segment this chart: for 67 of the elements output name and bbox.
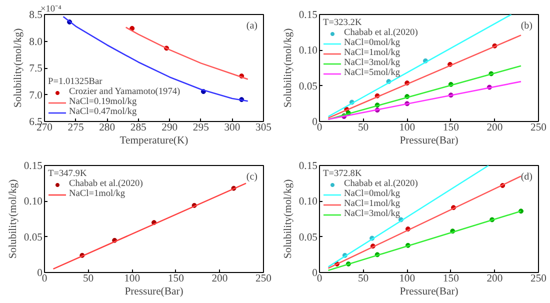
- x-tick-label: 100: [124, 274, 140, 284]
- x-tick-label: 250: [256, 274, 272, 284]
- x-tick-label: 250: [530, 122, 546, 134]
- x-tick-label: 50: [82, 274, 94, 284]
- x-tick-label: 100: [399, 122, 416, 134]
- x-tick-label: 295: [192, 122, 209, 134]
- legend-title: P=1.01325Bar: [48, 77, 104, 87]
- legend-label: Chabab et al.(2020): [344, 179, 418, 189]
- y-tick-label: 0.10: [24, 196, 43, 208]
- x-axis-title: Temperature(K): [120, 136, 189, 146]
- y-tick-label: 0.15: [298, 161, 318, 172]
- legend-title: T=347.9K: [48, 169, 88, 179]
- x-tick-label: 300: [224, 122, 240, 134]
- legend-label: NaCl=0mol/kg: [344, 38, 400, 48]
- legend-label: NaCl=0mol/kg: [344, 189, 400, 199]
- y-tick-label: 0.15: [298, 10, 318, 21]
- legend-label: NaCl=3mol/kg: [344, 209, 400, 219]
- x-axis-title: Pressure(Bar): [124, 286, 184, 298]
- x-tick-label: 280: [99, 122, 116, 134]
- y-axis-title: Solubility(mol/kg): [8, 178, 19, 259]
- annotation: (d): [520, 172, 533, 182]
- x-tick-label: 200: [486, 274, 503, 284]
- x-tick-label: 250: [530, 274, 546, 284]
- x-tick-label: 200: [486, 122, 503, 134]
- annotation: (c): [246, 172, 258, 182]
- legend-label: NaCl=5mol/kg: [344, 68, 400, 78]
- legend-label: Chabab et al.(2020): [69, 179, 143, 189]
- legend-label: NaCl=0.19mol/kg: [69, 97, 137, 107]
- legend-label: Crozier and Yamamoto(1974): [69, 87, 180, 97]
- x-tick-label: 270: [36, 122, 52, 134]
- y-tick-label: 7.5: [29, 64, 43, 74]
- x-axis-title: Pressure(Bar): [400, 286, 459, 298]
- annotation: (b): [520, 20, 533, 32]
- y-tick-label: 0.05: [298, 81, 318, 92]
- y-tick-label: 7.0: [29, 90, 43, 102]
- legend-label: NaCl=0.47mol/kg: [69, 107, 137, 117]
- legend-label: NaCl=1mol/kg: [344, 199, 400, 209]
- legend-label: NaCl=1mol/kg: [344, 48, 400, 58]
- y-axis-title: Solubility(mol/kg): [282, 28, 294, 108]
- y-tick-label: 8.0: [29, 36, 43, 48]
- y-tick-label: 0.05: [298, 232, 318, 244]
- x-tick-label: 50: [358, 274, 369, 284]
- x-tick-label: 150: [442, 122, 459, 134]
- legend-label: NaCl=3mol/kg: [344, 58, 400, 68]
- text: ×10⁻⁴: [40, 4, 62, 14]
- annotation: (a): [246, 20, 258, 32]
- x-tick-label: 100: [399, 274, 416, 284]
- legend-label: NaCl=1mol/kg: [69, 189, 126, 199]
- y-tick-label: 0.10: [298, 196, 318, 208]
- x-tick-label: 305: [256, 122, 272, 134]
- y-tick-label: 0.05: [24, 232, 43, 244]
- y-tick-label: 0.10: [298, 46, 318, 57]
- x-tick-label: 50: [358, 122, 369, 134]
- y-tick-label: 0.15: [24, 161, 43, 172]
- y-axis-title: Solubility(mol/kg): [282, 178, 294, 259]
- y-tick-label: 8.5: [29, 10, 43, 21]
- x-tick-label: 275: [68, 122, 84, 134]
- legend-title: T=372.8K: [323, 169, 363, 179]
- x-axis-title: Pressure(Bar): [400, 136, 459, 146]
- x-tick-label: 150: [442, 274, 459, 284]
- x-tick-label: 290: [162, 122, 178, 134]
- legend-title: T=323.2K: [323, 18, 363, 28]
- y-axis-title: Solubility(mol/kg): [13, 28, 24, 108]
- x-tick-label: 200: [212, 274, 228, 284]
- x-tick-label: 285: [130, 122, 146, 134]
- legend-label: Chabab et al.(2020): [344, 28, 418, 38]
- x-tick-label: 150: [168, 274, 184, 284]
